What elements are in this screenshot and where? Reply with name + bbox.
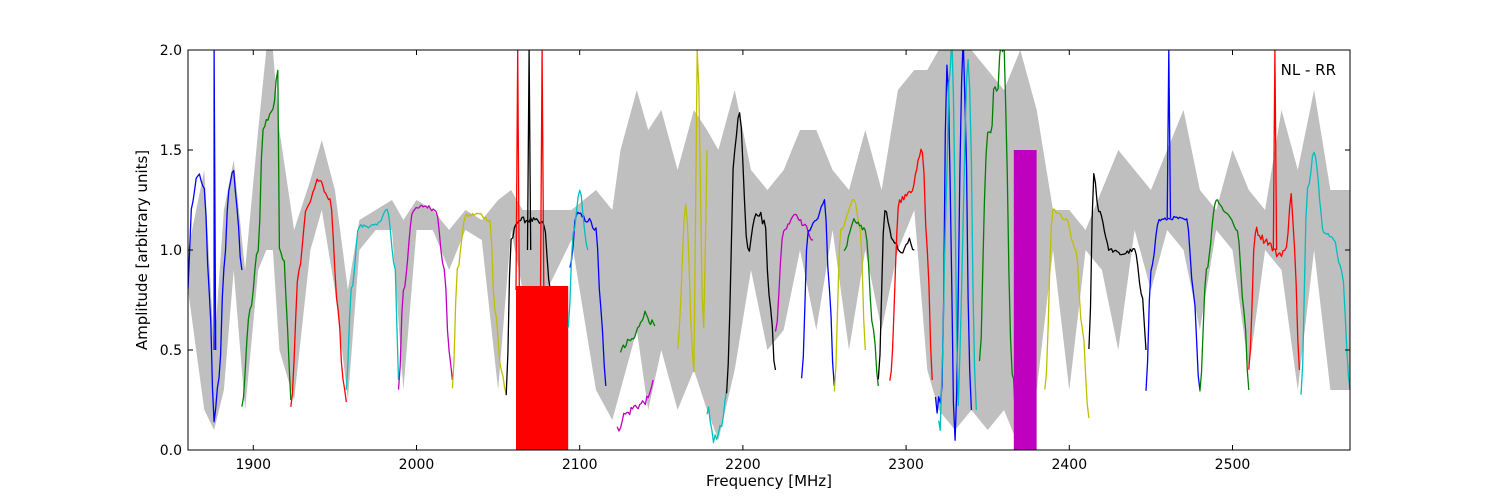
series-6-line	[451, 212, 507, 395]
series-29-line	[1044, 208, 1090, 419]
series-16-line	[676, 50, 708, 373]
plot-content	[188, 50, 1350, 450]
series-5-line	[397, 204, 454, 390]
series-4-line	[345, 208, 400, 390]
series-8-line	[526, 50, 532, 251]
x-tick-label: 2100	[562, 457, 598, 473]
series-20-line	[800, 199, 835, 387]
panel-annotation: NL - RR	[1281, 61, 1336, 79]
series-18-line	[725, 112, 777, 394]
series-14-line	[616, 379, 654, 432]
series-13-line	[567, 189, 589, 328]
series-33-line	[1199, 199, 1250, 392]
y-tick-label: 1.5	[160, 143, 182, 159]
x-tick-label: 2300	[888, 457, 924, 473]
series-11-line	[539, 50, 545, 291]
series-3-line	[290, 178, 347, 407]
y-axis: 0.0 0.5 1.0 1.5 2.0	[160, 43, 1350, 459]
series-10-line	[515, 50, 520, 291]
background-envelope	[188, 50, 1350, 450]
series-32-line	[1166, 50, 1172, 219]
series-22-line	[843, 218, 879, 387]
series-36-line	[1300, 151, 1350, 395]
series-26-line	[938, 50, 977, 431]
series-24-line	[889, 148, 933, 381]
series-17-line	[706, 389, 728, 444]
series-30-line	[1088, 173, 1147, 351]
series-0-line	[188, 169, 243, 423]
series-21-line	[833, 198, 866, 392]
series-19-line	[774, 213, 814, 332]
x-tick-label: 2200	[725, 457, 761, 473]
series-9-band	[516, 286, 569, 450]
y-tick-label: 0.0	[160, 443, 182, 459]
x-tick-label: 2500	[1215, 457, 1251, 473]
x-tick-label: 2000	[399, 457, 435, 473]
series-2-line	[241, 69, 292, 407]
y-tick-label: 1.0	[160, 243, 182, 259]
y-tick-label: 2.0	[160, 43, 182, 59]
series-27-line	[978, 50, 1035, 450]
series-35-line	[1272, 50, 1278, 251]
series-15-line	[619, 310, 656, 353]
x-tick-label: 1900	[235, 457, 271, 473]
x-axis: 1900 2000 2100 2200 2300 2400 2500	[235, 50, 1250, 473]
x-axis-label: Frequency [MHz]	[706, 472, 832, 490]
y-axis-label: Amplitude [arbitrary units]	[133, 150, 151, 350]
series-31-line	[1145, 215, 1201, 391]
y-tick-label: 0.5	[160, 343, 182, 359]
x-tick-label: 2400	[1051, 457, 1087, 473]
series-1-line	[213, 50, 217, 351]
series-28-band	[1013, 150, 1037, 450]
